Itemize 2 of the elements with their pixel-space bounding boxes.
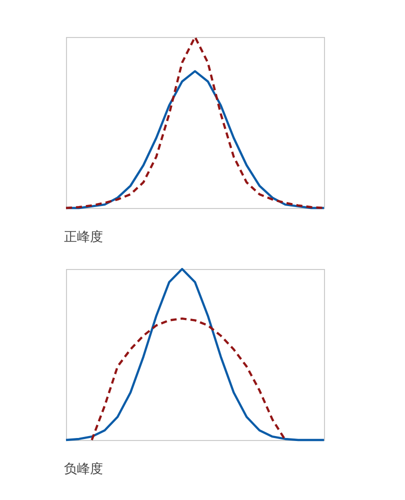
text: 负峰度 (64, 461, 103, 478)
text: 正峰度 (64, 229, 103, 246)
